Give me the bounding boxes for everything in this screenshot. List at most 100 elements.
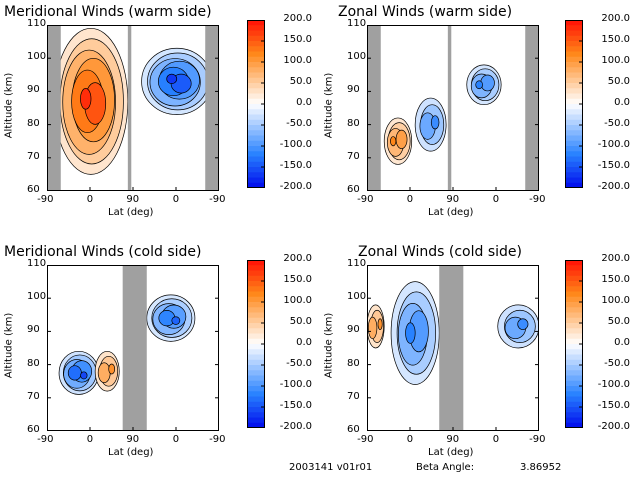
colorbar-segment	[247, 146, 265, 152]
colorbar-segment	[247, 83, 265, 89]
colorbar-segment	[247, 172, 265, 178]
y-tick-label: 110	[27, 18, 47, 29]
colorbar-segment	[565, 177, 583, 184]
colorbar-segment	[565, 333, 583, 340]
x-tick-label: 0	[172, 434, 180, 445]
colorbar-segment	[565, 104, 583, 110]
x-tick-label: -90	[37, 194, 54, 205]
colorbar-segment	[565, 344, 583, 350]
colorbar-tick-label: -50.0	[286, 118, 312, 129]
data-gap	[122, 265, 147, 431]
colorbar-segment	[565, 46, 583, 52]
colorbar-tick-label: -50.0	[286, 358, 312, 369]
colorbar-tick-label: 0.0	[296, 337, 312, 348]
colorbar-segment	[565, 275, 583, 282]
colorbar-segment	[565, 35, 583, 42]
colorbar-segment	[565, 370, 583, 376]
colorbar-segment	[565, 161, 583, 168]
colorbar-tick-label: -100.0	[279, 139, 312, 150]
x-tick-label: -90	[37, 434, 54, 445]
x-tick-label: 90	[126, 434, 140, 445]
colorbar-segment	[565, 291, 583, 298]
colorbar-segment	[565, 62, 583, 68]
colorbar-segment	[247, 412, 265, 418]
colorbar-segment	[247, 260, 265, 266]
colorbar-segment	[247, 302, 265, 308]
y-tick-label: 70	[347, 150, 360, 162]
x-axis-label: Lat (deg)	[108, 447, 154, 458]
colorbar-segment	[247, 328, 265, 334]
colorbar-segment	[247, 391, 265, 397]
colorbar-tick-label: 50.0	[607, 316, 630, 327]
colorbar-segment	[247, 370, 265, 376]
colorbar-tick-label: 200.0	[283, 253, 312, 264]
colorbar-segment	[247, 359, 265, 366]
colorbar-tick-label: 0.0	[296, 97, 312, 108]
colorbar-segment	[565, 265, 583, 271]
y-tick-label: 100	[27, 51, 47, 63]
colorbar-tick-label: 0.0	[614, 97, 630, 108]
y-tick-label: 110	[347, 258, 367, 269]
colorbar-segment	[565, 354, 583, 361]
colorbar-segment	[247, 344, 265, 350]
panel-title: Zonal Winds (warm side)	[338, 4, 513, 20]
colorbar-segment	[565, 156, 583, 163]
colorbar-segment	[247, 72, 265, 79]
beta-angle-value: 3.86952	[520, 462, 562, 473]
colorbar-segment	[565, 109, 583, 115]
wind-feature-negative	[466, 64, 502, 106]
colorbar-segment	[247, 109, 265, 115]
x-tick-label: 0	[406, 434, 414, 445]
wind-feature-negative	[414, 97, 447, 152]
colorbar-tick-label: -200.0	[279, 181, 312, 192]
x-tick-label: 0	[86, 194, 94, 205]
colorbar-segment	[565, 286, 583, 292]
colorbar-tick-label: 0.0	[614, 337, 630, 348]
x-axis-label: Lat (deg)	[428, 207, 474, 218]
wind-feature-negative	[497, 304, 539, 349]
colorbar-segment	[565, 151, 583, 157]
colorbar-segment	[247, 25, 265, 31]
x-tick-label: 0	[492, 194, 500, 205]
colorbar-segment	[247, 135, 265, 142]
colorbar-tick-label: -150.0	[279, 400, 312, 411]
x-tick-label: 90	[126, 194, 140, 205]
colorbar-segment	[247, 265, 265, 271]
colorbar-tick-label: 50.0	[607, 76, 630, 87]
colorbar-segment	[247, 20, 265, 26]
colorbar-segment	[565, 317, 583, 324]
colorbar-tick-label: 50.0	[289, 316, 312, 327]
x-tick-label: 0	[406, 194, 414, 205]
colorbar-segment	[247, 396, 265, 403]
colorbar-segment	[565, 25, 583, 31]
colorbar-tick-label: 200.0	[601, 13, 630, 24]
colorbar-tick-label: -150.0	[279, 160, 312, 171]
y-tick-label: 100	[347, 291, 367, 303]
colorbar-segment	[247, 140, 265, 147]
colorbar-tick-label: -150.0	[597, 160, 630, 171]
y-tick-label: 80	[27, 117, 40, 129]
colorbar-tick-label: -50.0	[604, 118, 630, 129]
colorbar-segment	[247, 401, 265, 408]
wind-feature-positive	[94, 350, 120, 392]
colorbar-segment	[565, 41, 583, 47]
colorbar-segment	[565, 146, 583, 152]
colorbar-segment	[565, 119, 583, 126]
colorbar-segment	[565, 83, 583, 89]
colorbar-tick-label: 200.0	[601, 253, 630, 264]
contour-level	[430, 115, 440, 130]
y-tick-label: 80	[347, 357, 360, 369]
colorbar-segment	[247, 291, 265, 298]
colorbar-segment	[565, 401, 583, 408]
beta-angle-label: Beta Angle:	[416, 462, 475, 473]
colorbar-segment	[247, 375, 265, 382]
colorbar-segment	[565, 20, 583, 26]
contour-level	[108, 363, 116, 375]
colorbar-segment	[565, 296, 583, 303]
contour-level	[390, 136, 397, 147]
contour-plot	[367, 265, 539, 431]
contour-level	[80, 371, 88, 380]
data-gap	[47, 25, 61, 191]
colorbar-segment	[247, 380, 265, 387]
colorbar-segment	[247, 161, 265, 168]
